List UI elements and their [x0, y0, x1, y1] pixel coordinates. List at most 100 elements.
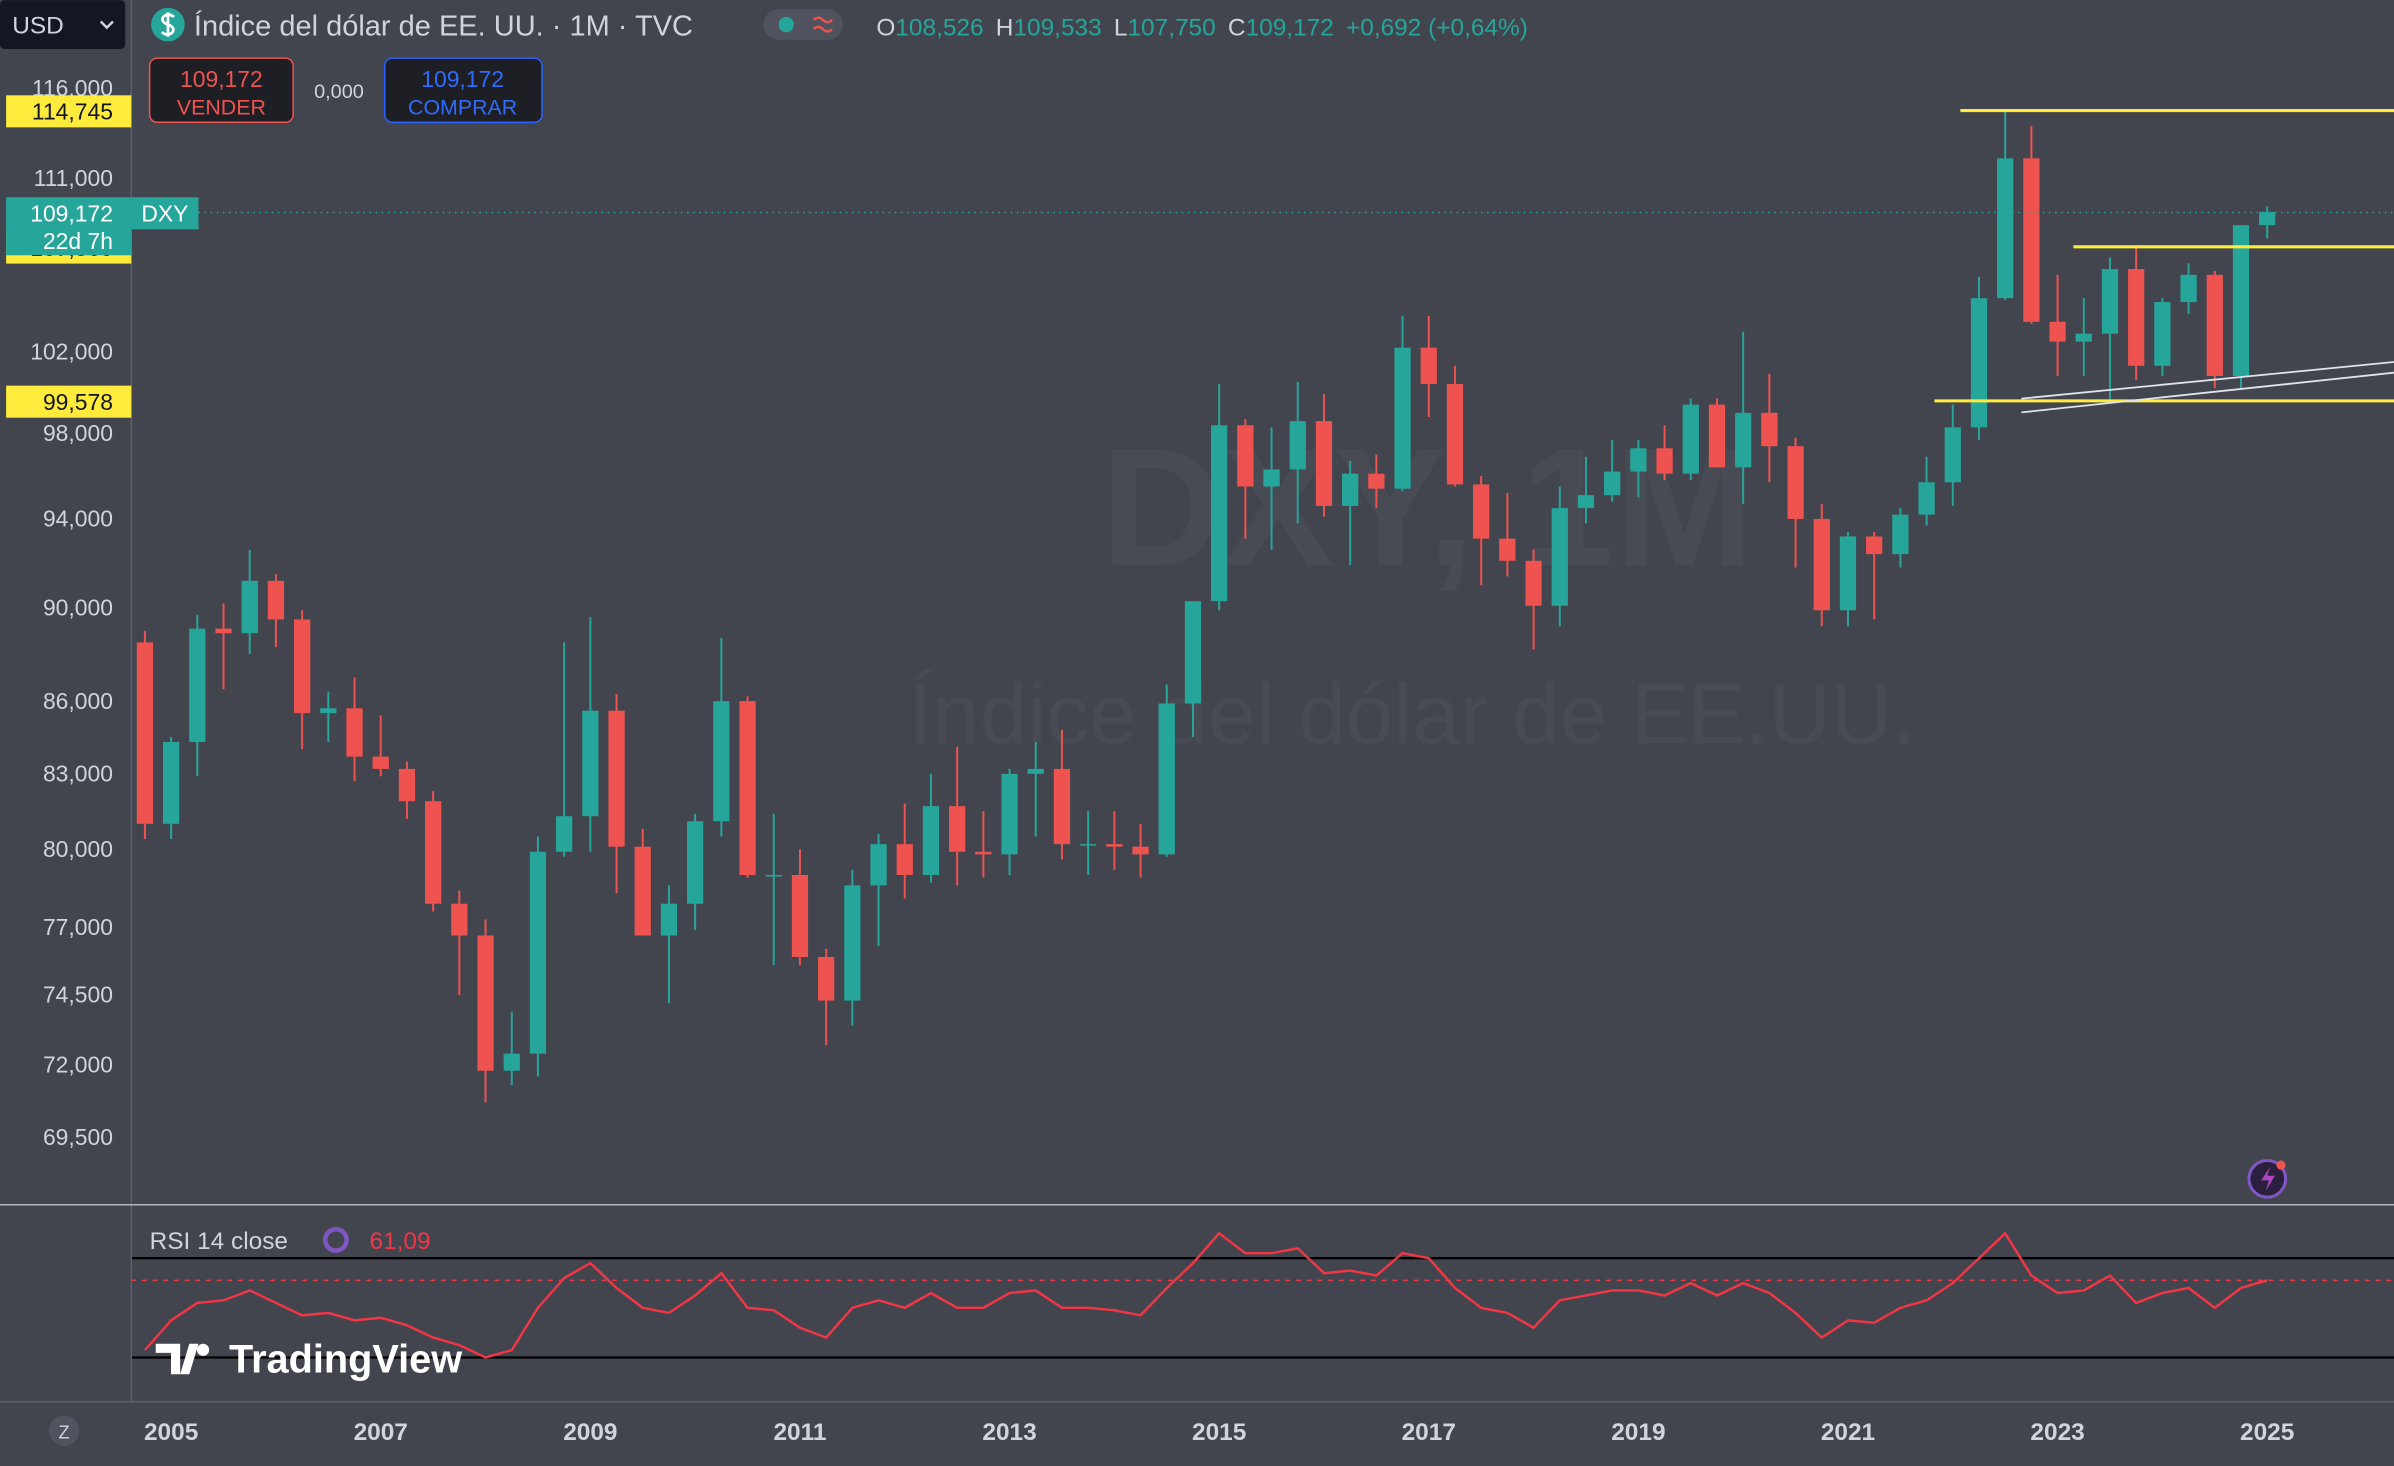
symbol-label: DXY — [141, 201, 188, 227]
candle-body — [896, 844, 913, 875]
candle-body — [241, 580, 258, 634]
sell-label[interactable]: VENDER — [177, 96, 266, 120]
status-dot — [778, 16, 794, 33]
candle-body — [660, 903, 678, 936]
timezone-glyph: Z — [59, 1421, 70, 1442]
candle-body — [1892, 514, 1909, 555]
header: USD Índice del dólar de EE. UU. · 1M · T… — [0, 0, 1528, 124]
candle-body — [346, 708, 363, 757]
candle-body — [713, 701, 730, 822]
candle-body — [1604, 471, 1621, 496]
candle-body — [320, 708, 337, 714]
candle-body — [870, 844, 887, 886]
timezone-button[interactable] — [48, 1415, 80, 1447]
y-tick-label: 74,500 — [43, 982, 113, 1008]
candle-body — [1080, 844, 1097, 846]
candle-body — [2049, 321, 2066, 342]
candle-body — [1315, 421, 1333, 506]
status-toggle[interactable] — [763, 9, 843, 40]
candle-body — [372, 756, 389, 769]
y-tick-label: 77,000 — [43, 914, 113, 940]
candle-body — [1577, 495, 1595, 509]
candle-body — [1289, 421, 1306, 470]
candle-body — [1473, 484, 1490, 539]
x-tick-label: 2007 — [354, 1419, 408, 1446]
ohlc-key: H — [996, 14, 1014, 41]
y-tick-label: 94,000 — [43, 506, 113, 532]
status-wave — [812, 16, 833, 33]
candle-body — [975, 851, 992, 855]
candle-body — [1630, 448, 1647, 472]
candle-body — [1001, 773, 1018, 855]
candle-body — [136, 642, 154, 824]
axis-labels: 116,000111,000102,00098,00094,00090,0008… — [6, 75, 2294, 1446]
dollar-glyph — [161, 12, 175, 37]
candle-body — [1813, 518, 1830, 611]
ohlc-value: 107,750 — [1127, 14, 1215, 41]
y-tick-label: 72,000 — [43, 1052, 113, 1078]
plot-area — [131, 109, 2394, 1359]
last-price-label: 109,172 — [30, 201, 113, 227]
symbol-title[interactable]: Índice del dólar de EE. UU. · 1M · TVC — [194, 9, 693, 42]
x-tick-label: 2015 — [1192, 1419, 1246, 1446]
candle-body — [818, 956, 835, 1001]
candle-body — [739, 701, 756, 875]
spread: 0,000 — [314, 81, 364, 103]
ohlc-key: L — [1114, 14, 1128, 41]
y-tick-label: 86,000 — [43, 688, 113, 714]
symbol-tag — [131, 197, 199, 230]
y-tick-label: 83,000 — [43, 760, 113, 786]
candle-body — [1525, 560, 1542, 606]
x-tick-label: 2021 — [1821, 1419, 1875, 1446]
candle-body — [949, 806, 966, 852]
level-label: 114,745 — [32, 99, 113, 125]
x-tick-label: 2025 — [2240, 1419, 2294, 1446]
sell-button[interactable] — [148, 57, 294, 124]
candle-body — [556, 816, 573, 852]
candle-body — [1132, 846, 1149, 855]
logo: TradingView — [155, 1338, 462, 1382]
alert-glyph — [2261, 1166, 2275, 1192]
buy-label[interactable]: COMPRAR — [408, 96, 517, 120]
candle-body — [1211, 425, 1228, 602]
chevron — [99, 20, 114, 30]
level-label-box — [6, 95, 132, 128]
candle-body — [582, 710, 599, 817]
x-tick-label: 2019 — [1611, 1419, 1665, 1446]
candle-body — [1394, 347, 1411, 489]
currency[interactable]: USD — [12, 13, 64, 40]
alert-dot — [2276, 1160, 2286, 1170]
sell-price[interactable]: 109,172 — [180, 66, 263, 92]
candle-body — [2075, 333, 2092, 342]
rsi-value: 61,09 — [369, 1228, 430, 1255]
candle-body — [1420, 347, 1437, 385]
candle-body — [687, 821, 704, 904]
candle-body — [163, 742, 180, 824]
candle-body — [1027, 768, 1044, 774]
candle-body — [1839, 536, 1857, 611]
logo-dot — [196, 1343, 210, 1356]
ohlc-value: 108,526 — [895, 14, 983, 41]
buy-price[interactable]: 109,172 — [421, 66, 504, 92]
candle-body — [1158, 703, 1175, 855]
candle-body — [477, 935, 494, 1071]
candle-body — [1551, 508, 1568, 606]
trend-line — [2021, 371, 2394, 414]
candle-body — [2101, 269, 2119, 334]
candle-body — [2128, 269, 2145, 366]
y-tick-label: 102,000 — [30, 338, 113, 364]
x-tick-label: 2005 — [144, 1419, 198, 1446]
rsi-icon — [322, 1226, 349, 1253]
candle-body — [1237, 425, 1254, 487]
candle-body — [1053, 768, 1071, 845]
candle-body — [1944, 427, 1961, 483]
candle-body — [844, 885, 861, 1001]
candle-body — [1682, 404, 1699, 474]
currency-select[interactable] — [0, 0, 126, 50]
rsi-title: RSI 14 close — [150, 1228, 288, 1255]
candle-body — [2232, 225, 2250, 376]
buy-button[interactable] — [383, 57, 543, 124]
candle-body — [2154, 302, 2171, 366]
